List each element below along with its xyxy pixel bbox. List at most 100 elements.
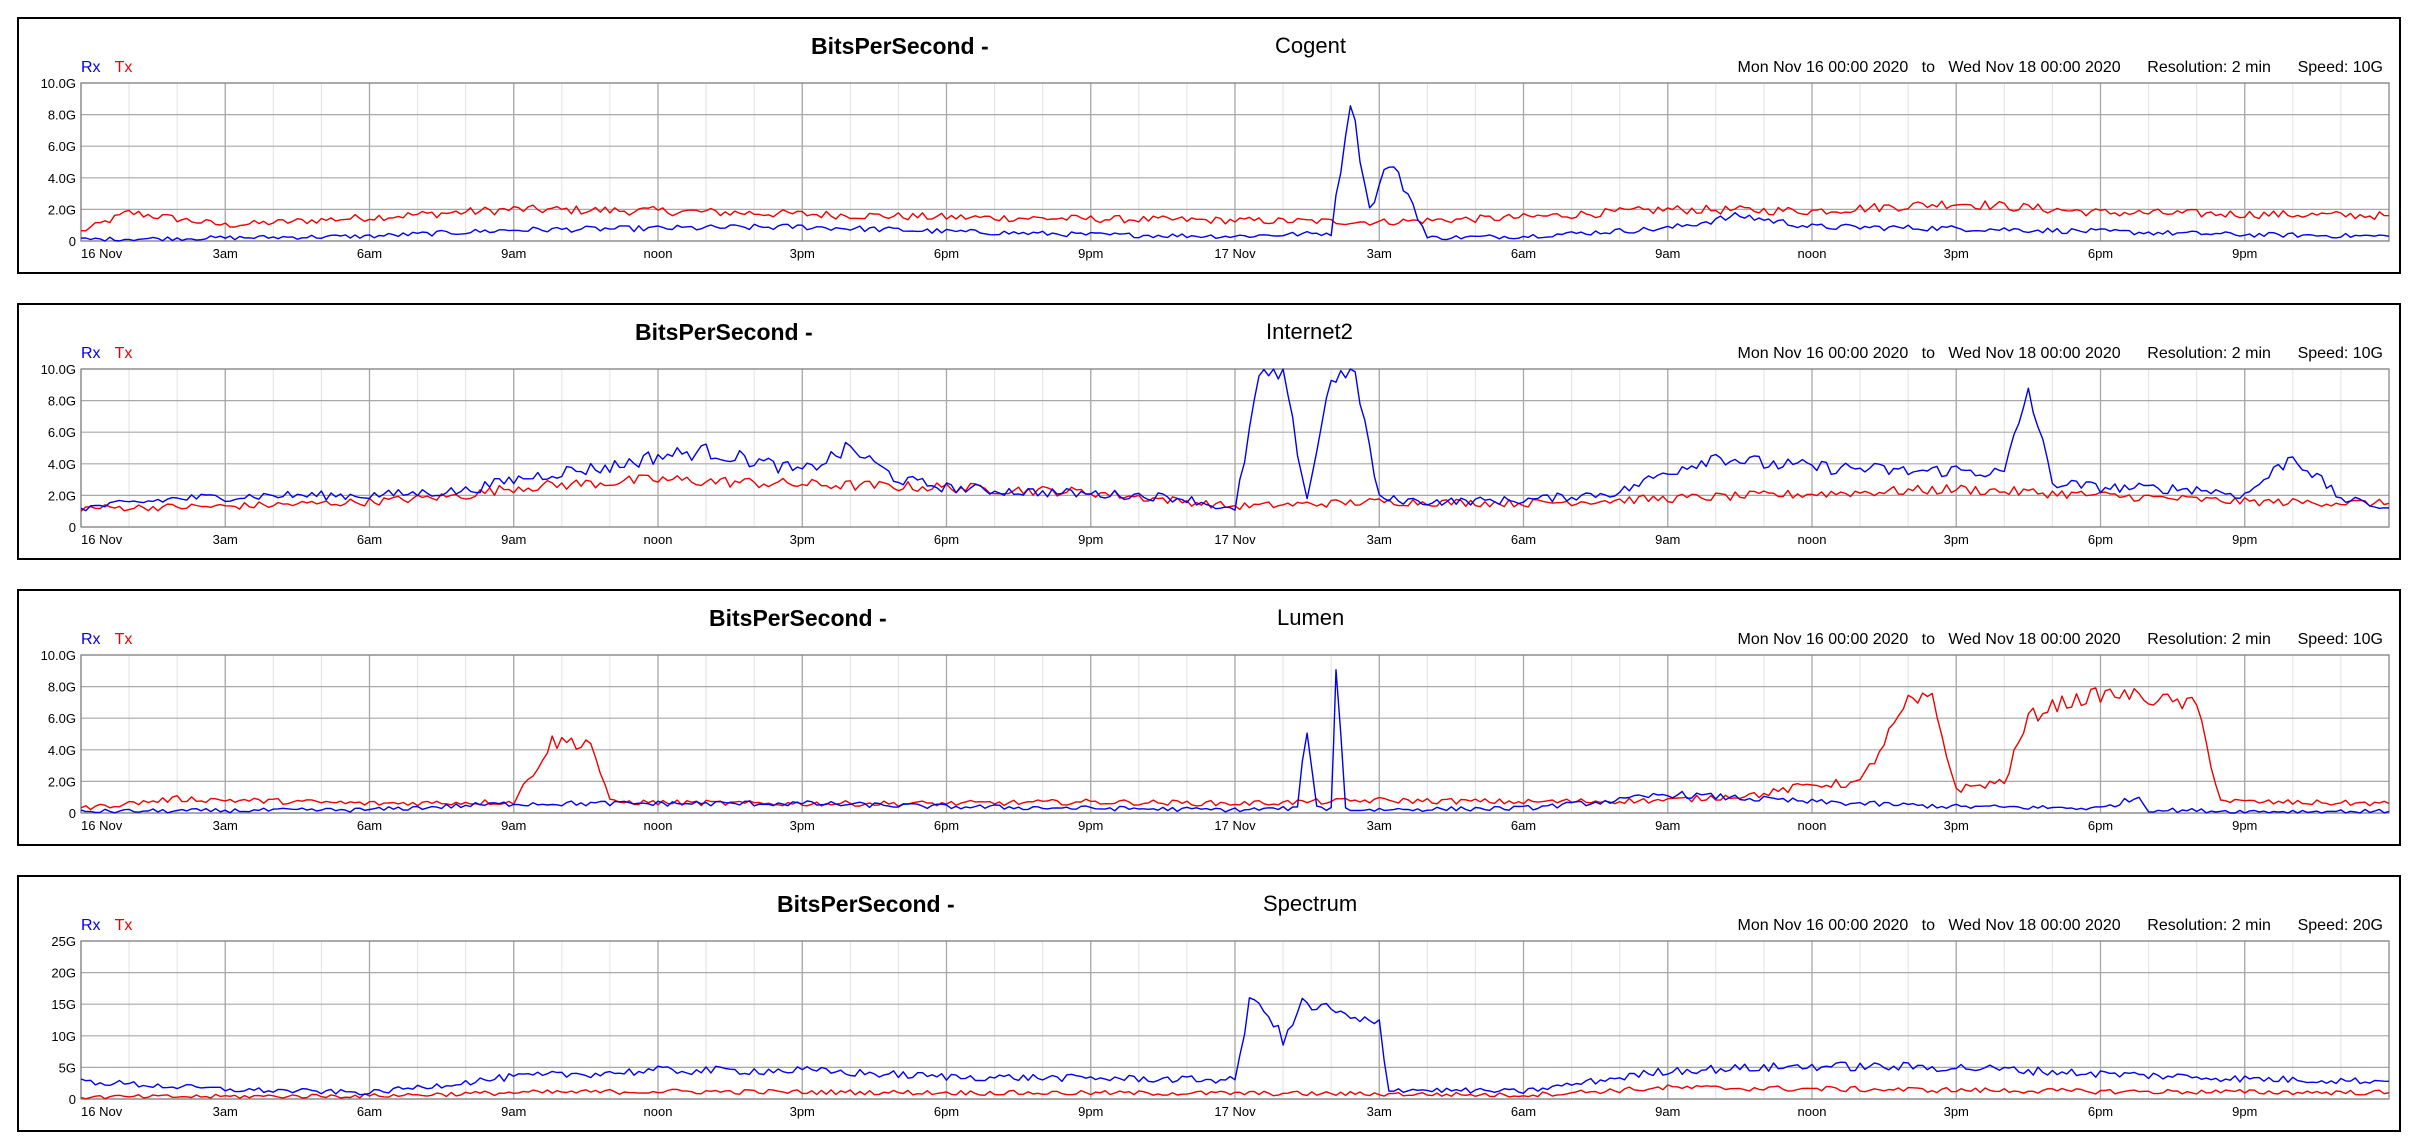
- x-tick-label: 3am: [1367, 1104, 1392, 1119]
- x-tick-label: noon: [1798, 818, 1827, 833]
- speed: Speed: 20G: [2297, 917, 2383, 934]
- y-tick-label: 6.0G: [48, 711, 76, 726]
- x-tick-label: noon: [644, 1104, 673, 1119]
- x-tick-label: noon: [644, 532, 673, 547]
- x-tick-label: 6pm: [2088, 532, 2113, 547]
- resolution: Resolution: 2 min: [2147, 631, 2271, 648]
- legend: Rx Tx: [81, 917, 146, 935]
- y-tick-label: 10.0G: [41, 76, 76, 91]
- x-tick-label: 9pm: [2232, 818, 2257, 833]
- plot-frame: [80, 940, 2390, 1100]
- y-tick-label: 2.0G: [48, 488, 76, 503]
- y-tick-label: 0: [69, 520, 76, 535]
- time-range-info: Mon Nov 16 00:00 2020 to Wed Nov 18 00:0…: [1738, 917, 2383, 935]
- y-tick-label: 20G: [51, 966, 76, 981]
- x-tick-label: 9pm: [1078, 532, 1103, 547]
- x-tick-label: noon: [644, 818, 673, 833]
- time-range-info: Mon Nov 16 00:00 2020 to Wed Nov 18 00:0…: [1738, 59, 2383, 77]
- metric-title: BitsPerSecond -: [635, 319, 813, 345]
- provider-title: Lumen: [1277, 605, 1345, 630]
- x-tick-label: 9am: [1655, 532, 1680, 547]
- plot-area: 16 Nov 3am 6am 9am noon 3pm 6pm 9pm 17 Nov 3am 6am…: [41, 76, 2390, 261]
- range-sep: to: [1921, 631, 1935, 648]
- x-tick-label: 6am: [1511, 1104, 1536, 1119]
- y-tick-label: 10.0G: [41, 648, 76, 663]
- y-tick-label: 10G: [51, 1029, 76, 1044]
- x-tick-label: 6am: [1511, 532, 1536, 547]
- x-tick-label: 6am: [357, 246, 382, 261]
- range-to: Wed Nov 18 00:00 2020: [1948, 345, 2121, 362]
- provider-title: Cogent: [1275, 33, 1346, 58]
- y-tick-label: 2.0G: [48, 202, 76, 217]
- x-tick-label: 16 Nov: [81, 1104, 123, 1119]
- y-tick-label: 8.0G: [48, 108, 76, 123]
- x-tick-label: noon: [644, 246, 673, 261]
- x-tick-label: 3pm: [1944, 1104, 1969, 1119]
- x-tick-label: 3am: [213, 1104, 238, 1119]
- x-tick-label: 6am: [357, 532, 382, 547]
- chart-panel-internet2: BitsPerSecond - Internet2 Rx Tx Mon Nov 1…: [17, 303, 2401, 560]
- x-tick-label: 3pm: [1944, 818, 1969, 833]
- x-tick-label: 9am: [501, 532, 526, 547]
- speed: Speed: 10G: [2297, 631, 2383, 648]
- plot-area: 16 Nov 3am 6am 9am noon 3pm 6pm 9pm 17 Nov 3am 6am…: [41, 362, 2390, 547]
- series-line-rx: [80, 997, 2390, 1096]
- range-from: Mon Nov 16 00:00 2020: [1737, 59, 1909, 76]
- x-tick-label: 9am: [1655, 818, 1680, 833]
- x-tick-label: 16 Nov: [81, 818, 123, 833]
- range-from: Mon Nov 16 00:00 2020: [1737, 631, 1909, 648]
- x-tick-label: 3pm: [790, 818, 815, 833]
- y-tick-label: 6.0G: [48, 425, 76, 440]
- y-tick-label: 25G: [51, 934, 76, 949]
- time-range-info: Mon Nov 16 00:00 2020 to Wed Nov 18 00:0…: [1738, 631, 2383, 649]
- y-tick-label: 5G: [59, 1060, 76, 1075]
- x-tick-label: 3pm: [1944, 532, 1969, 547]
- y-tick-label: 8.0G: [48, 394, 76, 409]
- y-tick-label: 4.0G: [48, 171, 76, 186]
- resolution: Resolution: 2 min: [2147, 917, 2271, 934]
- x-tick-label: 6am: [1511, 818, 1536, 833]
- range-to: Wed Nov 18 00:00 2020: [1948, 917, 2121, 934]
- x-tick-label: 6am: [1511, 246, 1536, 261]
- x-tick-label: 6pm: [2088, 246, 2113, 261]
- legend: Rx Tx: [81, 345, 146, 363]
- x-tick-label: 9am: [501, 246, 526, 261]
- x-tick-label: 3am: [213, 532, 238, 547]
- y-tick-label: 15G: [51, 997, 76, 1012]
- legend-rx: Rx: [81, 631, 101, 648]
- series-line-rx: [80, 669, 2390, 814]
- x-tick-label: 16 Nov: [81, 246, 123, 261]
- legend-tx: Tx: [114, 631, 133, 648]
- resolution: Resolution: 2 min: [2147, 345, 2271, 362]
- legend: Rx Tx: [81, 59, 146, 77]
- speed: Speed: 10G: [2297, 59, 2383, 76]
- range-from: Mon Nov 16 00:00 2020: [1737, 917, 1909, 934]
- x-tick-label: 9pm: [1078, 1104, 1103, 1119]
- resolution: Resolution: 2 min: [2147, 59, 2271, 76]
- legend-rx: Rx: [81, 345, 101, 362]
- x-tick-label: 3am: [1367, 246, 1392, 261]
- x-tick-label: 9am: [501, 1104, 526, 1119]
- legend-tx: Tx: [114, 917, 133, 934]
- legend-tx: Tx: [114, 59, 133, 76]
- x-tick-label: 17 Nov: [1214, 818, 1256, 833]
- range-to: Wed Nov 18 00:00 2020: [1948, 631, 2121, 648]
- x-tick-label: 6pm: [2088, 818, 2113, 833]
- x-tick-label: 17 Nov: [1214, 246, 1256, 261]
- x-tick-label: 3am: [213, 818, 238, 833]
- x-tick-label: 6pm: [934, 246, 959, 261]
- range-from: Mon Nov 16 00:00 2020: [1737, 345, 1909, 362]
- x-tick-label: 9am: [1655, 246, 1680, 261]
- chart-panel-cogent: BitsPerSecond - Cogent Rx Tx Mon Nov 16 0…: [17, 17, 2401, 274]
- series-line-tx: [80, 687, 2390, 811]
- x-tick-label: 3pm: [790, 1104, 815, 1119]
- provider-title: Spectrum: [1263, 891, 1358, 916]
- x-tick-label: 17 Nov: [1214, 532, 1256, 547]
- y-tick-label: 4.0G: [48, 457, 76, 472]
- series-line-rx: [80, 368, 2390, 512]
- x-tick-label: 6am: [357, 1104, 382, 1119]
- range-sep: to: [1921, 917, 1935, 934]
- legend-tx: Tx: [114, 345, 133, 362]
- legend-rx: Rx: [81, 917, 101, 934]
- plot-area: 16 Nov 3am 6am 9am noon 3pm 6pm 9pm 17 Nov 3am 6am…: [51, 934, 2390, 1119]
